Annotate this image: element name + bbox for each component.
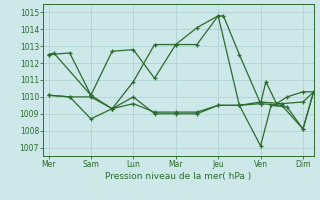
X-axis label: Pression niveau de la mer( hPa ): Pression niveau de la mer( hPa ) <box>105 172 252 181</box>
